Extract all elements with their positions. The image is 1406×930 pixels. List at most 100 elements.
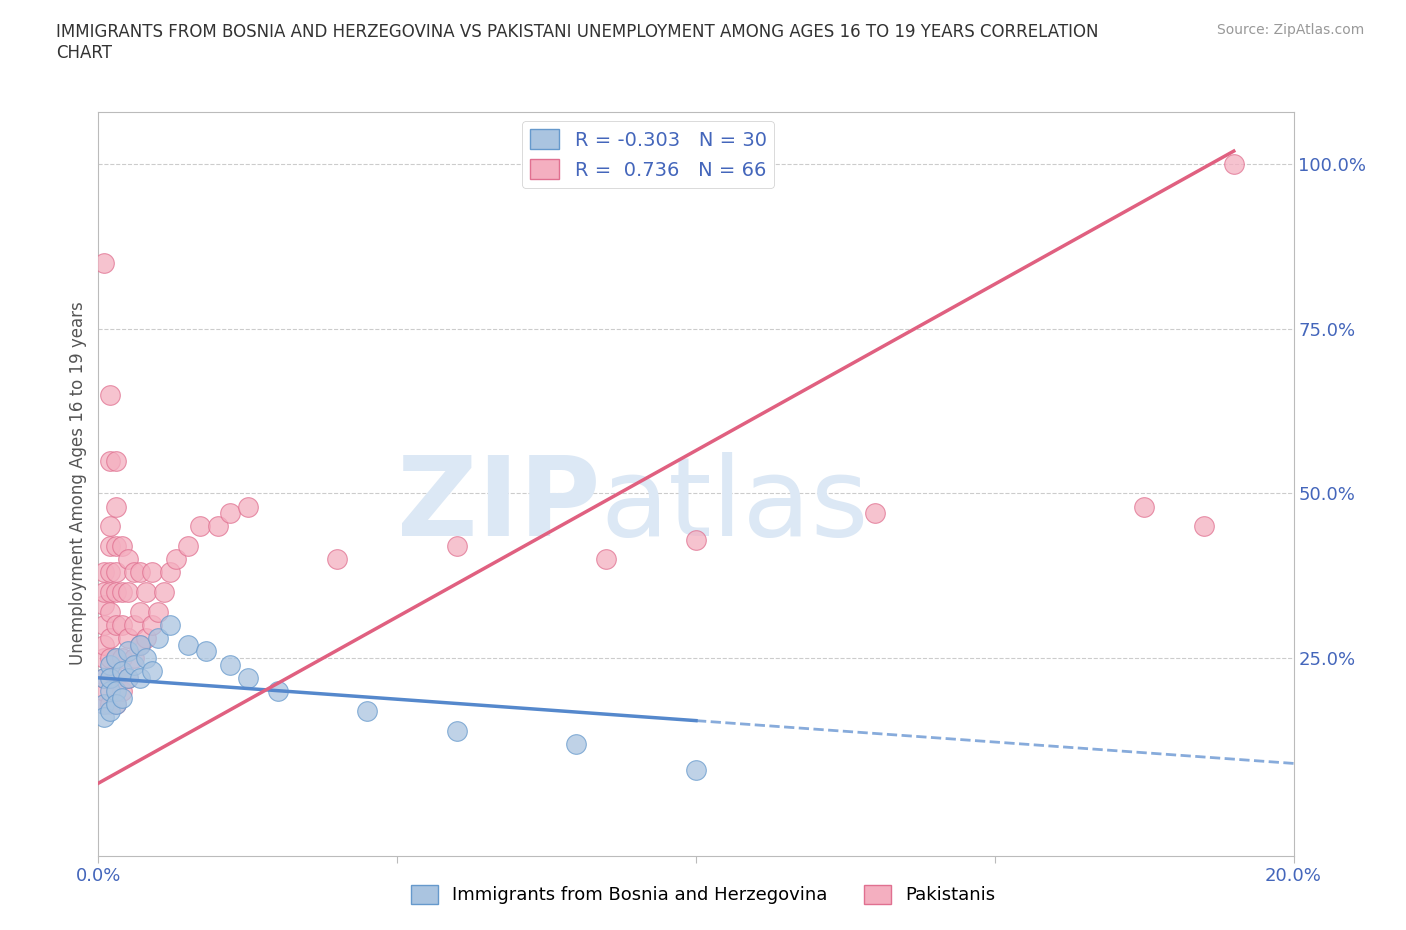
Text: IMMIGRANTS FROM BOSNIA AND HERZEGOVINA VS PAKISTANI UNEMPLOYMENT AMONG AGES 16 T: IMMIGRANTS FROM BOSNIA AND HERZEGOVINA V… — [56, 23, 1098, 62]
Point — [93, 671, 115, 685]
Point — [111, 684, 134, 698]
Point — [135, 651, 157, 666]
Point — [98, 671, 122, 685]
Point — [117, 585, 139, 600]
Point — [93, 256, 115, 271]
Point — [98, 631, 122, 645]
Point — [105, 499, 128, 514]
Point — [177, 538, 200, 553]
Point — [93, 697, 115, 711]
Point — [93, 618, 115, 632]
Point — [129, 637, 152, 652]
Point — [129, 637, 152, 652]
Point — [117, 551, 139, 566]
Y-axis label: Unemployment Among Ages 16 to 19 years: Unemployment Among Ages 16 to 19 years — [69, 301, 87, 666]
Point — [153, 585, 176, 600]
Point — [105, 684, 128, 698]
Point — [98, 658, 122, 672]
Point — [117, 631, 139, 645]
Point — [124, 651, 146, 666]
Point — [236, 499, 259, 514]
Point — [135, 585, 157, 600]
Point — [595, 551, 617, 566]
Point — [105, 538, 128, 553]
Point — [124, 618, 146, 632]
Point — [105, 671, 128, 685]
Point — [98, 387, 122, 402]
Point — [111, 538, 134, 553]
Point — [117, 671, 139, 685]
Point — [565, 737, 588, 751]
Point — [105, 697, 128, 711]
Point — [141, 618, 163, 632]
Point — [105, 565, 128, 580]
Point — [129, 565, 152, 580]
Point — [207, 519, 229, 534]
Point — [98, 453, 122, 468]
Text: ZIP: ZIP — [396, 452, 600, 560]
Text: atlas: atlas — [600, 452, 869, 560]
Point — [219, 506, 242, 521]
Point — [98, 697, 122, 711]
Point — [105, 651, 128, 666]
Point — [124, 658, 146, 672]
Point — [148, 604, 170, 619]
Point — [159, 618, 181, 632]
Point — [1192, 519, 1215, 534]
Point — [446, 538, 468, 553]
Legend: R = -0.303   N = 30, R =  0.736   N = 66: R = -0.303 N = 30, R = 0.736 N = 66 — [522, 121, 775, 188]
Text: Source: ZipAtlas.com: Source: ZipAtlas.com — [1216, 23, 1364, 37]
Point — [356, 703, 378, 718]
Point — [93, 565, 115, 580]
Point — [267, 684, 290, 698]
Point — [135, 631, 157, 645]
Point — [93, 585, 115, 600]
Legend: Immigrants from Bosnia and Herzegovina, Pakistanis: Immigrants from Bosnia and Herzegovina, … — [404, 878, 1002, 911]
Point — [159, 565, 181, 580]
Point — [93, 637, 115, 652]
Point — [111, 664, 134, 679]
Point — [93, 671, 115, 685]
Point — [117, 644, 139, 659]
Point — [105, 585, 128, 600]
Point — [111, 690, 134, 705]
Point — [177, 637, 200, 652]
Point — [98, 519, 122, 534]
Point — [93, 598, 115, 613]
Point — [98, 684, 122, 698]
Point — [93, 651, 115, 666]
Point — [98, 703, 122, 718]
Point — [105, 697, 128, 711]
Point — [105, 651, 128, 666]
Point — [111, 585, 134, 600]
Point — [93, 697, 115, 711]
Point — [236, 671, 259, 685]
Point — [105, 453, 128, 468]
Point — [219, 658, 242, 672]
Point — [141, 565, 163, 580]
Point — [165, 551, 187, 566]
Point — [98, 565, 122, 580]
Point — [98, 585, 122, 600]
Point — [129, 604, 152, 619]
Point — [117, 671, 139, 685]
Point — [111, 651, 134, 666]
Point — [111, 618, 134, 632]
Point — [98, 538, 122, 553]
Point — [105, 618, 128, 632]
Point — [446, 723, 468, 737]
Point — [195, 644, 218, 659]
Point — [326, 551, 349, 566]
Point — [98, 604, 122, 619]
Point — [129, 671, 152, 685]
Point — [98, 671, 122, 685]
Point — [1223, 157, 1246, 172]
Point — [124, 565, 146, 580]
Point — [685, 532, 707, 547]
Point — [1133, 499, 1156, 514]
Point — [148, 631, 170, 645]
Point — [93, 684, 115, 698]
Point — [188, 519, 211, 534]
Point — [685, 763, 707, 777]
Point — [865, 506, 887, 521]
